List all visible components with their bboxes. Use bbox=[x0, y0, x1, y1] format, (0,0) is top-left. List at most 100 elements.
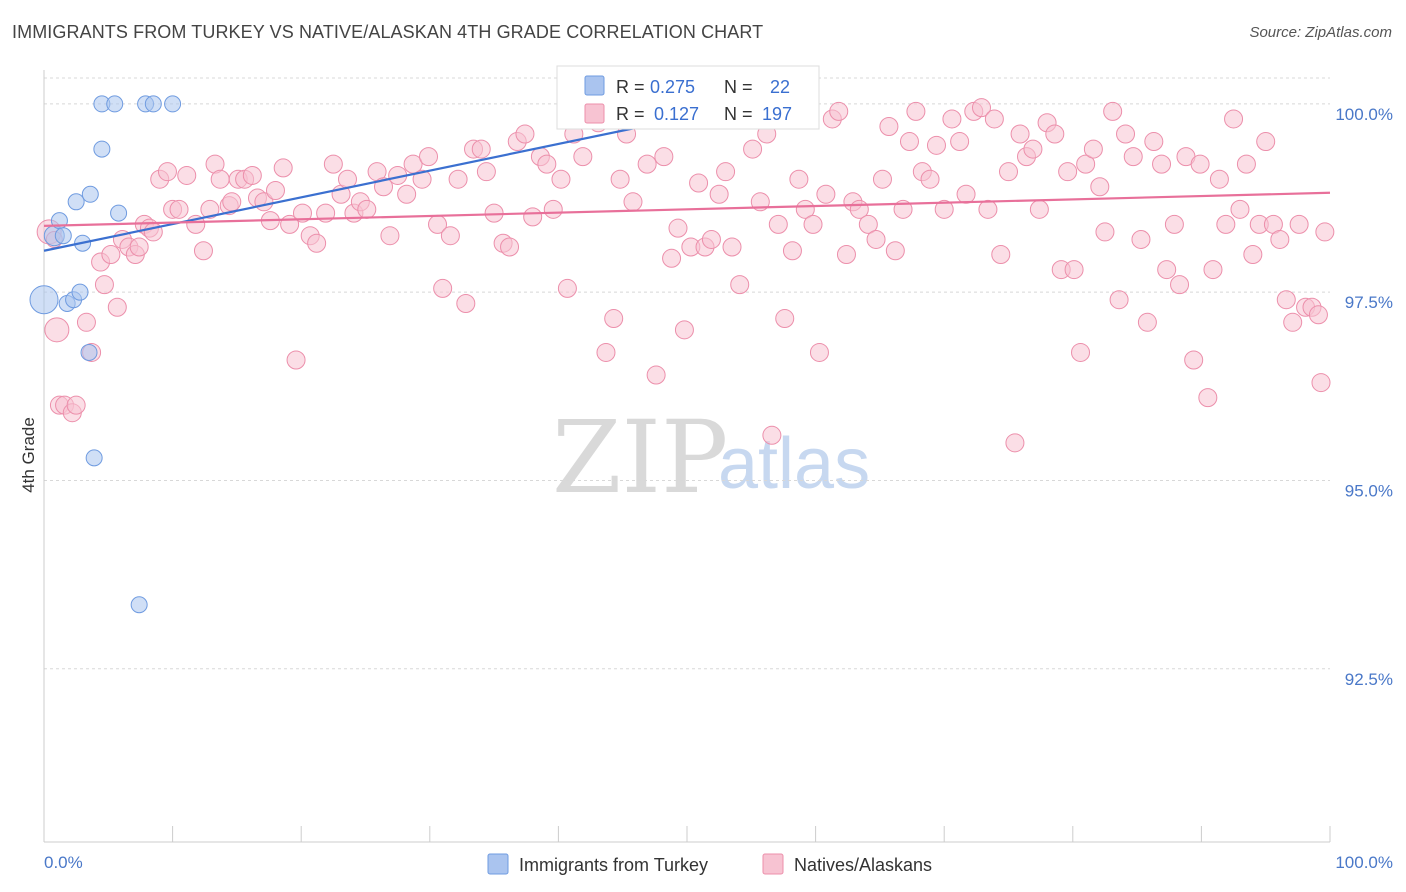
point-natives-123 bbox=[872, 169, 892, 189]
point-natives-167 bbox=[1170, 275, 1190, 295]
point-natives-169 bbox=[1184, 350, 1204, 370]
point-natives-84 bbox=[604, 309, 624, 329]
point-natives-170 bbox=[1190, 154, 1210, 174]
point-natives-112 bbox=[795, 199, 815, 219]
stats-legend: R = 0.275 N = 22 R = 0.127 N = 197 bbox=[556, 65, 820, 130]
point-natives-12 bbox=[107, 297, 127, 317]
point-natives-133 bbox=[942, 109, 962, 129]
point-natives-139 bbox=[984, 109, 1004, 129]
point-turkey-11 bbox=[85, 449, 103, 467]
point-natives-23 bbox=[169, 199, 189, 219]
gridlines bbox=[44, 77, 1330, 670]
y-tick-label-3: 92.5% bbox=[1345, 670, 1393, 689]
point-natives-76 bbox=[543, 199, 563, 219]
point-natives-142 bbox=[1005, 433, 1025, 453]
point-turkey-6 bbox=[67, 193, 85, 211]
point-natives-176 bbox=[1230, 199, 1250, 219]
point-natives-125 bbox=[885, 241, 905, 261]
point-natives-109 bbox=[775, 309, 795, 329]
series-natives-points bbox=[36, 98, 1335, 453]
point-turkey-3 bbox=[54, 227, 72, 245]
legend-label-turkey: Immigrants from Turkey bbox=[519, 855, 708, 875]
point-natives-46 bbox=[323, 154, 343, 174]
point-natives-27 bbox=[200, 199, 220, 219]
point-natives-155 bbox=[1090, 177, 1110, 197]
point-natives-85 bbox=[610, 169, 630, 189]
stats-n-value-pink: 197 bbox=[762, 104, 792, 124]
point-natives-66 bbox=[471, 139, 491, 159]
point-natives-75 bbox=[537, 154, 557, 174]
point-turkey-9 bbox=[80, 343, 98, 361]
point-turkey-14 bbox=[106, 95, 124, 113]
legend-swatch-turkey bbox=[487, 853, 509, 875]
stats-legend-swatch-pink bbox=[584, 103, 605, 124]
point-natives-173 bbox=[1209, 169, 1229, 189]
point-natives-166 bbox=[1164, 214, 1184, 234]
point-natives-122 bbox=[866, 229, 886, 249]
point-natives-87 bbox=[623, 192, 643, 212]
point-natives-98 bbox=[701, 229, 721, 249]
point-natives-159 bbox=[1116, 124, 1136, 144]
point-natives-101 bbox=[722, 237, 742, 257]
point-natives-161 bbox=[1131, 229, 1151, 249]
point-natives-180 bbox=[1256, 132, 1276, 152]
point-natives-59 bbox=[419, 147, 439, 167]
y-axis-label: 4th Grade bbox=[19, 417, 38, 493]
point-natives-6 bbox=[66, 395, 86, 415]
point-natives-188 bbox=[1308, 305, 1328, 325]
point-natives-31 bbox=[222, 192, 242, 212]
point-turkey-16 bbox=[130, 596, 148, 614]
point-natives-54 bbox=[380, 226, 400, 246]
series-turkey-points bbox=[29, 95, 741, 614]
legend-label-natives: Natives/Alaskans bbox=[794, 855, 932, 875]
point-natives-138 bbox=[978, 199, 998, 219]
point-natives-107 bbox=[762, 425, 782, 445]
watermark: ZIP atlas bbox=[552, 399, 870, 516]
point-turkey-15 bbox=[110, 204, 128, 222]
point-natives-44 bbox=[307, 233, 327, 253]
point-natives-131 bbox=[926, 135, 946, 155]
point-natives-185 bbox=[1289, 214, 1309, 234]
point-natives-102 bbox=[730, 275, 750, 295]
point-natives-21 bbox=[157, 162, 177, 182]
point-natives-90 bbox=[646, 365, 666, 385]
point-natives-151 bbox=[1064, 260, 1084, 280]
x-tick-label-left: 0.0% bbox=[44, 853, 83, 872]
point-natives-26 bbox=[193, 241, 213, 261]
point-natives-41 bbox=[286, 350, 306, 370]
point-natives-160 bbox=[1123, 147, 1143, 167]
point-turkey-12 bbox=[93, 140, 111, 158]
point-natives-146 bbox=[1029, 199, 1049, 219]
stats-legend-swatch-blue bbox=[584, 75, 605, 96]
point-natives-110 bbox=[782, 241, 802, 261]
point-natives-111 bbox=[789, 169, 809, 189]
point-natives-99 bbox=[709, 184, 729, 204]
point-natives-83 bbox=[596, 342, 616, 362]
legend-swatch-natives bbox=[762, 853, 784, 875]
point-natives-150 bbox=[1058, 162, 1078, 182]
watermark-atlas: atlas bbox=[718, 424, 870, 504]
point-natives-134 bbox=[950, 132, 970, 152]
point-natives-92 bbox=[662, 248, 682, 268]
point-natives-177 bbox=[1236, 154, 1256, 174]
point-natives-124 bbox=[879, 116, 899, 136]
point-natives-178 bbox=[1243, 245, 1263, 265]
point-natives-34 bbox=[242, 165, 262, 185]
x-tick-labels: 0.0% 100.0% bbox=[44, 853, 1393, 872]
y-tick-label-0: 100.0% bbox=[1335, 105, 1393, 124]
stats-r-value-pink: 0.127 bbox=[654, 104, 699, 124]
point-natives-62 bbox=[440, 226, 460, 246]
point-natives-156 bbox=[1095, 222, 1115, 242]
y-tick-label-2: 95.0% bbox=[1345, 481, 1393, 500]
point-natives-189 bbox=[1311, 373, 1331, 393]
point-natives-145 bbox=[1023, 139, 1043, 159]
point-turkey-0 bbox=[29, 285, 59, 315]
point-turkey-7 bbox=[71, 283, 89, 301]
point-natives-128 bbox=[906, 101, 926, 121]
point-natives-118 bbox=[836, 245, 856, 265]
point-natives-63 bbox=[448, 169, 468, 189]
point-natives-100 bbox=[716, 162, 736, 182]
point-natives-158 bbox=[1109, 290, 1129, 310]
point-natives-89 bbox=[637, 154, 657, 174]
